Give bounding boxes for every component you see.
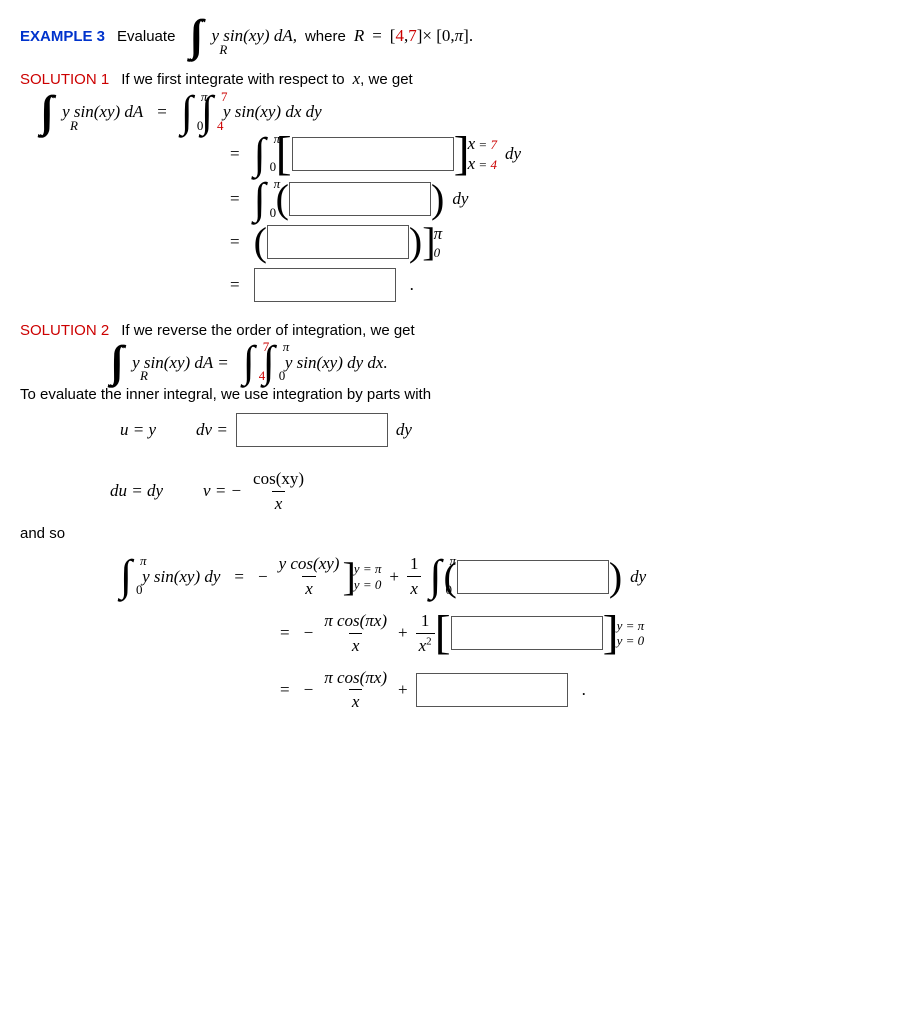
dy: dy (505, 142, 521, 166)
dv-eq: dv = (196, 418, 228, 442)
solution1-label: SOLUTION 1 (20, 69, 109, 90)
sol1-eq4: = ( ) ] π 0 (230, 224, 903, 260)
andso-text: and so (20, 523, 65, 544)
minus: − (258, 565, 268, 589)
eval-limits: y = π y = 0 (354, 561, 382, 592)
frac-one-x: 1 x (407, 552, 422, 601)
eval-limits: y = π y = 0 (617, 618, 645, 649)
solution1-header: SOLUTION 1 If we first integrate with re… (20, 67, 903, 91)
paren-close-icon: ) (609, 561, 622, 593)
andso: and so (20, 523, 903, 544)
eval-limits: π 0 (434, 224, 443, 260)
paren-open-icon: ( (254, 226, 267, 258)
du-eq: du = dy (110, 479, 163, 503)
solution1-text: If we first integrate with respect to (121, 69, 344, 90)
interval-end: ]. (463, 24, 473, 48)
frac1: y cos(xy) x (276, 552, 343, 601)
answer-blank-8[interactable] (416, 673, 568, 707)
example-eq: = (372, 24, 382, 48)
solution2-label: SOLUTION 2 (20, 320, 109, 341)
eq-sign: = (280, 621, 290, 645)
dy: dy (452, 187, 468, 211)
sol1-eq2: = ∫0π [ ] x = 7 x = 4 dy (230, 134, 903, 175)
v-eq: v = − (203, 479, 242, 503)
region-R: R (219, 46, 227, 54)
eval-limits: x = 7 x = 4 (468, 134, 497, 175)
eq-sign: = (157, 100, 167, 124)
answer-blank-3[interactable] (267, 225, 409, 259)
single-integral-icon: ∫0π (181, 99, 193, 125)
solution2-header: SOLUTION 2 If we reverse the order of in… (20, 320, 903, 341)
plus: + (398, 678, 408, 702)
minus: − (304, 678, 314, 702)
example-label: EXAMPLE 3 (20, 26, 105, 47)
sol2-deriv3: = − π cos(πx) x + . (280, 666, 903, 715)
answer-blank-7[interactable] (451, 616, 603, 650)
eq-sign: = (230, 273, 240, 297)
sol2-deriv1: ∫0π y sin(xy) dy = − y cos(xy) x ] y = π… (120, 552, 903, 601)
v-fraction: cos(xy) x (250, 467, 307, 516)
example-where: where (305, 26, 346, 47)
example-R: R (354, 24, 364, 48)
interval-times: × [0, (422, 24, 454, 48)
eq-sign: = (230, 187, 240, 211)
plus: + (398, 621, 408, 645)
eq-sign: = (230, 142, 240, 166)
single-integral-icon: ∫47 (243, 349, 255, 375)
sol2-line1-lhs: y sin(xy) dy (142, 565, 220, 589)
paren-close-icon: ) (409, 226, 422, 258)
sol2-rhs: y sin(xy) dy dx. (285, 351, 388, 375)
dy: dy (396, 418, 412, 442)
dy: dy (630, 565, 646, 589)
single-integral-icon: ∫0π (254, 186, 266, 212)
ibp-row1: u = y dv = dy (120, 413, 903, 447)
sol1-rhs1: y sin(xy) dx dy (223, 100, 322, 124)
interval-pi: π (455, 24, 464, 48)
solution1-x: x (353, 67, 361, 91)
single-integral-icon: ∫47 (201, 99, 213, 125)
example-prompt: Evaluate (117, 26, 175, 47)
single-integral-icon: ∫0π (429, 563, 441, 589)
single-integral-icon: ∫0π (120, 563, 132, 589)
sol2-eq1: ∫∫R y sin(xy) dA = ∫47 ∫0π y sin(xy) dy … (110, 349, 903, 375)
double-integral-icon: ∫∫R (110, 349, 114, 375)
ibp-text: To evaluate the inner integral, we use i… (20, 384, 431, 405)
frac2: π cos(πx) x (321, 609, 390, 658)
eq-sign: = (234, 565, 244, 589)
answer-blank-6[interactable] (457, 560, 609, 594)
sol1-eq5: = . (230, 268, 903, 302)
sol1-eq3: = ∫0π ( ) dy (230, 182, 903, 216)
interval-b: 7 (408, 24, 417, 48)
period: . (410, 273, 414, 297)
answer-blank-4[interactable] (254, 268, 396, 302)
sol1-eq1: ∫∫R y sin(xy) dA = ∫0π ∫47 y sin(xy) dx … (40, 99, 903, 125)
plus: + (389, 565, 399, 589)
example-header: EXAMPLE 3 Evaluate ∫∫R y sin(xy) dA, whe… (20, 23, 903, 49)
ibp-intro: To evaluate the inner integral, we use i… (20, 384, 903, 405)
frac3: π cos(πx) x (321, 666, 390, 715)
answer-blank-5[interactable] (236, 413, 388, 447)
paren-close-icon: ) (431, 183, 444, 215)
single-integral-icon: ∫0π (254, 141, 266, 167)
solution1-text2: , we get (360, 69, 413, 90)
eq-sign: = (230, 230, 240, 254)
double-integral-icon: ∫∫R (40, 99, 44, 125)
sol2-deriv2: = − π cos(πx) x + 1 x2 [ ] y = π y = 0 (280, 609, 903, 658)
period: . (582, 678, 586, 702)
frac-one-x2: 1 x2 (416, 609, 435, 658)
double-integral-icon: ∫∫R (189, 23, 193, 49)
single-integral-icon: ∫0π (263, 349, 275, 375)
u-eq: u = y (120, 418, 156, 442)
answer-blank-2[interactable] (289, 182, 431, 216)
ibp-row2: du = dy v = − cos(xy) x (110, 467, 903, 516)
eq-sign: = (280, 678, 290, 702)
answer-blank-1[interactable] (292, 137, 454, 171)
interval-a: 4 (395, 24, 404, 48)
minus: − (304, 621, 314, 645)
bracket-open-icon: [ (435, 614, 451, 652)
